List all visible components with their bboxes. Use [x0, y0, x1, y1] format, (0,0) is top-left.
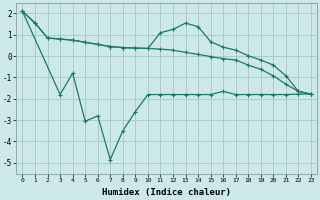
X-axis label: Humidex (Indice chaleur): Humidex (Indice chaleur) [102, 188, 231, 197]
